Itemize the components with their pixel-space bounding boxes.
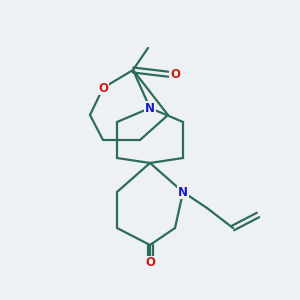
Text: N: N bbox=[178, 185, 188, 199]
Text: O: O bbox=[170, 68, 180, 82]
Text: N: N bbox=[145, 101, 155, 115]
Text: O: O bbox=[98, 82, 108, 94]
Text: O: O bbox=[145, 256, 155, 269]
